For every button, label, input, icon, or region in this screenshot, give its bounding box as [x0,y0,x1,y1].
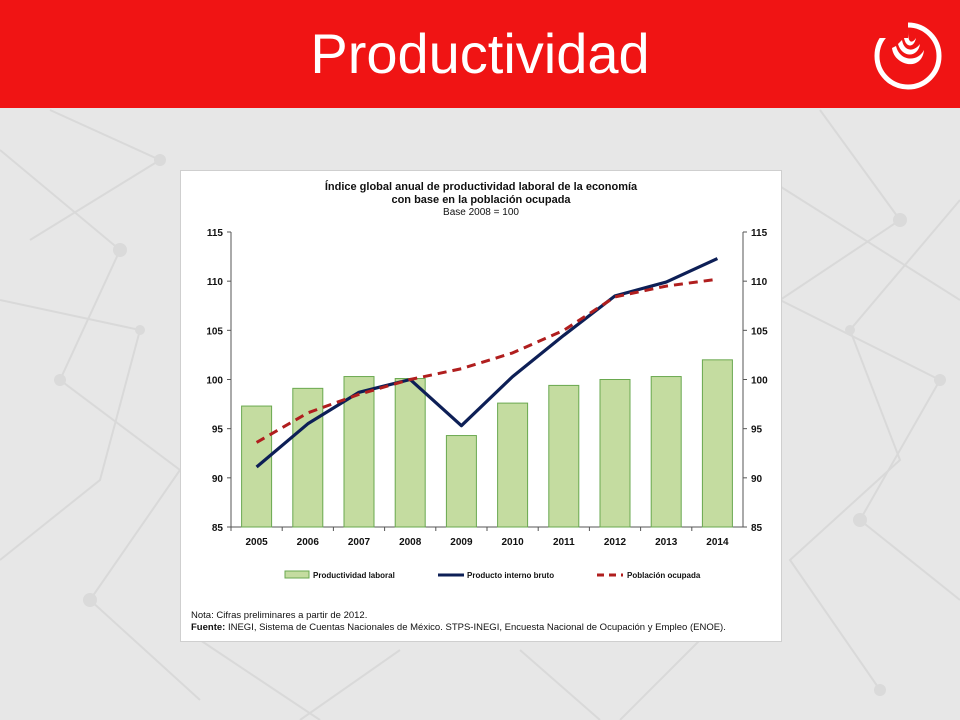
page-title: Productividad [310,22,650,85]
y-tick-label-right: 85 [751,523,763,534]
line-poblacion-ocupada [255,277,718,444]
y-tick-label-right: 115 [751,228,768,239]
legend-swatch-productividad [284,570,310,579]
chart-subtitle: Base 2008 = 100 [443,207,519,218]
bar-productividad [292,387,324,528]
legend-label-productividad: Productividad laboral [313,571,395,580]
bar-productividad [394,378,426,528]
bar-productividad [701,359,733,528]
y-tick-label-right: 95 [751,425,763,436]
bar-productividad [343,376,375,528]
y-tick-label-left: 85 [212,523,224,534]
x-tick-label: 2011 [553,537,575,548]
bar-productividad [599,379,631,528]
x-tick-label: 2005 [245,537,268,548]
chart-note: Nota: Cifras preliminares a partir de 20… [191,610,368,621]
chart-svg: 115 115 110 110 105 105 100 100 95 95 90 90 85 85 2005… [206,228,768,580]
legend-label-poblacion: Población ocupada [627,571,701,580]
y-tick-label-right: 90 [751,474,763,485]
y-tick-label-left: 110 [207,277,224,288]
y-tick-label-right: 105 [751,326,768,337]
y-tick-label-right: 100 [751,376,768,387]
header-bar: Productividad [0,0,960,108]
x-tick-label: 2013 [655,537,678,548]
bar-productividad [548,384,580,528]
x-tick-label: 2014 [706,537,729,548]
chart-title-block: Índice global anual de productividad lab… [181,181,781,219]
line-producto-interno-bruto [255,257,719,469]
bar-productividad [650,376,682,528]
x-tick-label: 2010 [501,537,524,548]
chart-notes: Nota: Cifras preliminares a partir de 20… [191,610,771,634]
x-tick-label: 2006 [297,537,320,548]
y-tick-label-left: 105 [206,326,223,337]
x-tick-label: 2012 [604,537,627,548]
bar-productividad [497,402,529,528]
y-tick-label-left: 90 [212,474,224,485]
x-tick-label: 2009 [450,537,473,548]
chart-source: Fuente: INEGI, Sistema de Cuentas Nacion… [191,622,771,634]
x-tick-label: 2007 [348,537,371,548]
y-tick-label-right: 110 [751,277,768,288]
chart-title-line2: con base en la población ocupada [391,194,571,206]
university-logo-icon [872,18,942,90]
x-tick-label: 2008 [399,537,422,548]
y-tick-label-left: 95 [212,425,224,436]
chart-source-text: INEGI, Sistema de Cuentas Nacionales de … [225,622,726,633]
bar-productividad [445,435,477,528]
legend-label-pib: Producto interno bruto [467,571,554,580]
chart-source-label: Fuente: [191,622,226,633]
chart-panel: Índice global anual de productividad lab… [180,170,782,642]
y-tick-label-left: 115 [207,228,224,239]
y-tick-label-left: 100 [206,376,223,387]
chart-title: Índice global anual de productividad lab… [324,181,638,193]
